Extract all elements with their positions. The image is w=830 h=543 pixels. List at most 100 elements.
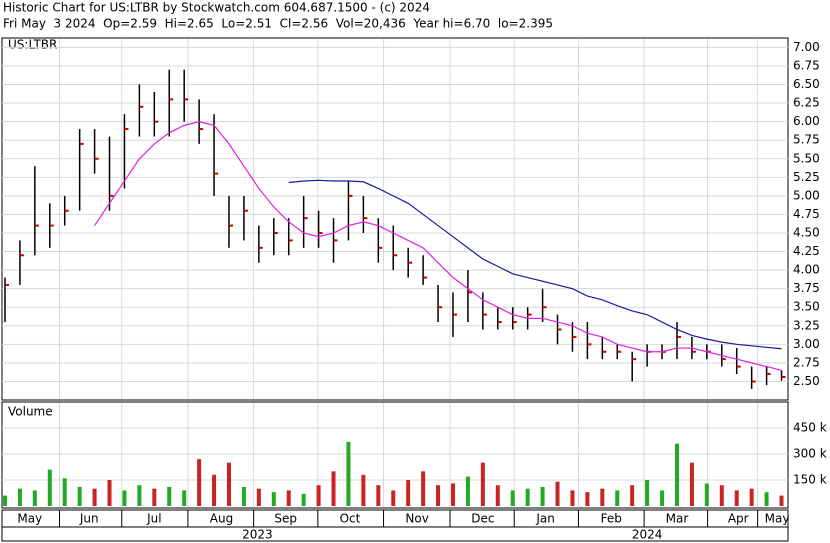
y-tick-label: 6.00 [793,114,820,128]
volume-bar [316,485,321,506]
volume-bar [719,485,724,506]
price-panel [1,37,789,401]
x-tick-label: Jan [535,512,555,526]
y-tick-label: 7.00 [793,40,820,54]
y-tick-label: 6.50 [793,77,820,91]
volume-bar [286,490,291,506]
y-tick-label: 4.75 [793,207,820,221]
y-tick-label: 5.75 [793,133,820,147]
volume-bar [32,490,37,506]
volume-bar [47,469,52,506]
x-tick-label: Oct [340,512,361,526]
volume-bar [645,480,650,506]
volume-bar [346,441,351,506]
volume-bar [660,490,665,506]
x-tick-label: Jun [79,512,99,526]
y-tick-label: 4.00 [793,263,820,277]
volume-bar [600,488,605,506]
volume-label: Volume [8,405,53,419]
volume-bar [674,443,679,506]
volume-bar [107,480,112,506]
volume-bar [421,471,426,506]
y-tick-label: 3.50 [793,300,820,314]
v-tick-label: 150 k [793,473,827,487]
volume-bar [704,483,709,506]
volume-bar [630,485,635,506]
chart-title: Historic Chart for US:LTBR by Stockwatch… [3,1,430,15]
chart-subtitle: Fri May 3 2024 Op=2.59 Hi=2.65 Lo=2.51 C… [3,17,553,31]
y-tick-label: 2.75 [793,355,820,369]
volume-bar [197,459,202,506]
volume-bar [122,490,127,506]
volume-bar [495,485,500,506]
y-tick-label: 6.25 [793,96,820,110]
volume-bar [450,483,455,506]
y-tick-label: 4.25 [793,244,820,258]
v-tick-label: 300 k [793,447,827,461]
y-tick-label: 3.00 [793,337,820,351]
x-tick-label: Sep [274,512,297,526]
volume-bar [376,485,381,506]
volume-bar [391,490,396,506]
volume-bar [152,488,157,506]
x-tick-label: Mar [666,512,689,526]
x-tick-label: Nov [405,512,428,526]
volume-bar [510,490,515,506]
volume-bar [779,495,784,506]
moving-average [288,179,782,350]
volume-bar [540,486,545,506]
x-tick-label: Aug [210,512,233,526]
volume-bar [167,486,172,506]
volume-bar [570,490,575,506]
volume-bar [465,476,470,506]
volume-bar [615,490,620,506]
volume-bar [92,488,97,506]
volume-bar [182,490,187,506]
volume-bar [271,492,276,506]
volume-bar [361,474,366,506]
moving-average [94,121,782,371]
volume-bar [331,471,336,506]
y-tick-label: 5.25 [793,170,820,184]
y-tick-label: 4.50 [793,225,820,239]
y-tick-label: 5.50 [793,151,820,165]
volume-bar [480,462,485,506]
y-tick-label: 6.75 [793,58,820,72]
volume-panel [1,401,789,509]
x-tick-label: Feb [601,512,622,526]
y-tick-label: 3.75 [793,281,820,295]
y-tick-label: 5.00 [793,188,820,202]
volume-bar [749,488,754,506]
volume-bar [301,493,306,506]
volume-bar [62,478,67,506]
volume-bar [77,486,82,506]
x-tick-label: Jul [146,512,161,526]
v-tick-label: 450 k [793,421,827,435]
volume-bar [689,462,694,506]
x-axis-panel [1,509,789,542]
volume-bar [241,486,246,506]
volume-bar [585,492,590,506]
x-tick-label: Apr [728,512,749,526]
x-tick-label: May [17,512,42,526]
symbol-label: US:LTBR [8,38,57,52]
volume-bar [555,481,560,506]
volume-bar [436,485,441,506]
volume-bar [525,488,530,506]
year-label: 2024 [632,528,663,542]
x-tick-label: May [765,512,790,526]
volume-bar [406,480,411,506]
x-tick-label: Dec [471,512,494,526]
volume-bar [17,488,22,506]
volume-bar [212,474,217,506]
volume-bar [764,492,769,506]
volume-bar [2,495,7,506]
year-label: 2023 [242,528,273,542]
volume-bar [256,488,261,506]
volume-bar [734,490,739,506]
y-tick-label: 3.25 [793,318,820,332]
volume-bar [137,485,142,506]
volume-bar [226,462,231,506]
y-tick-label: 2.50 [793,374,820,388]
